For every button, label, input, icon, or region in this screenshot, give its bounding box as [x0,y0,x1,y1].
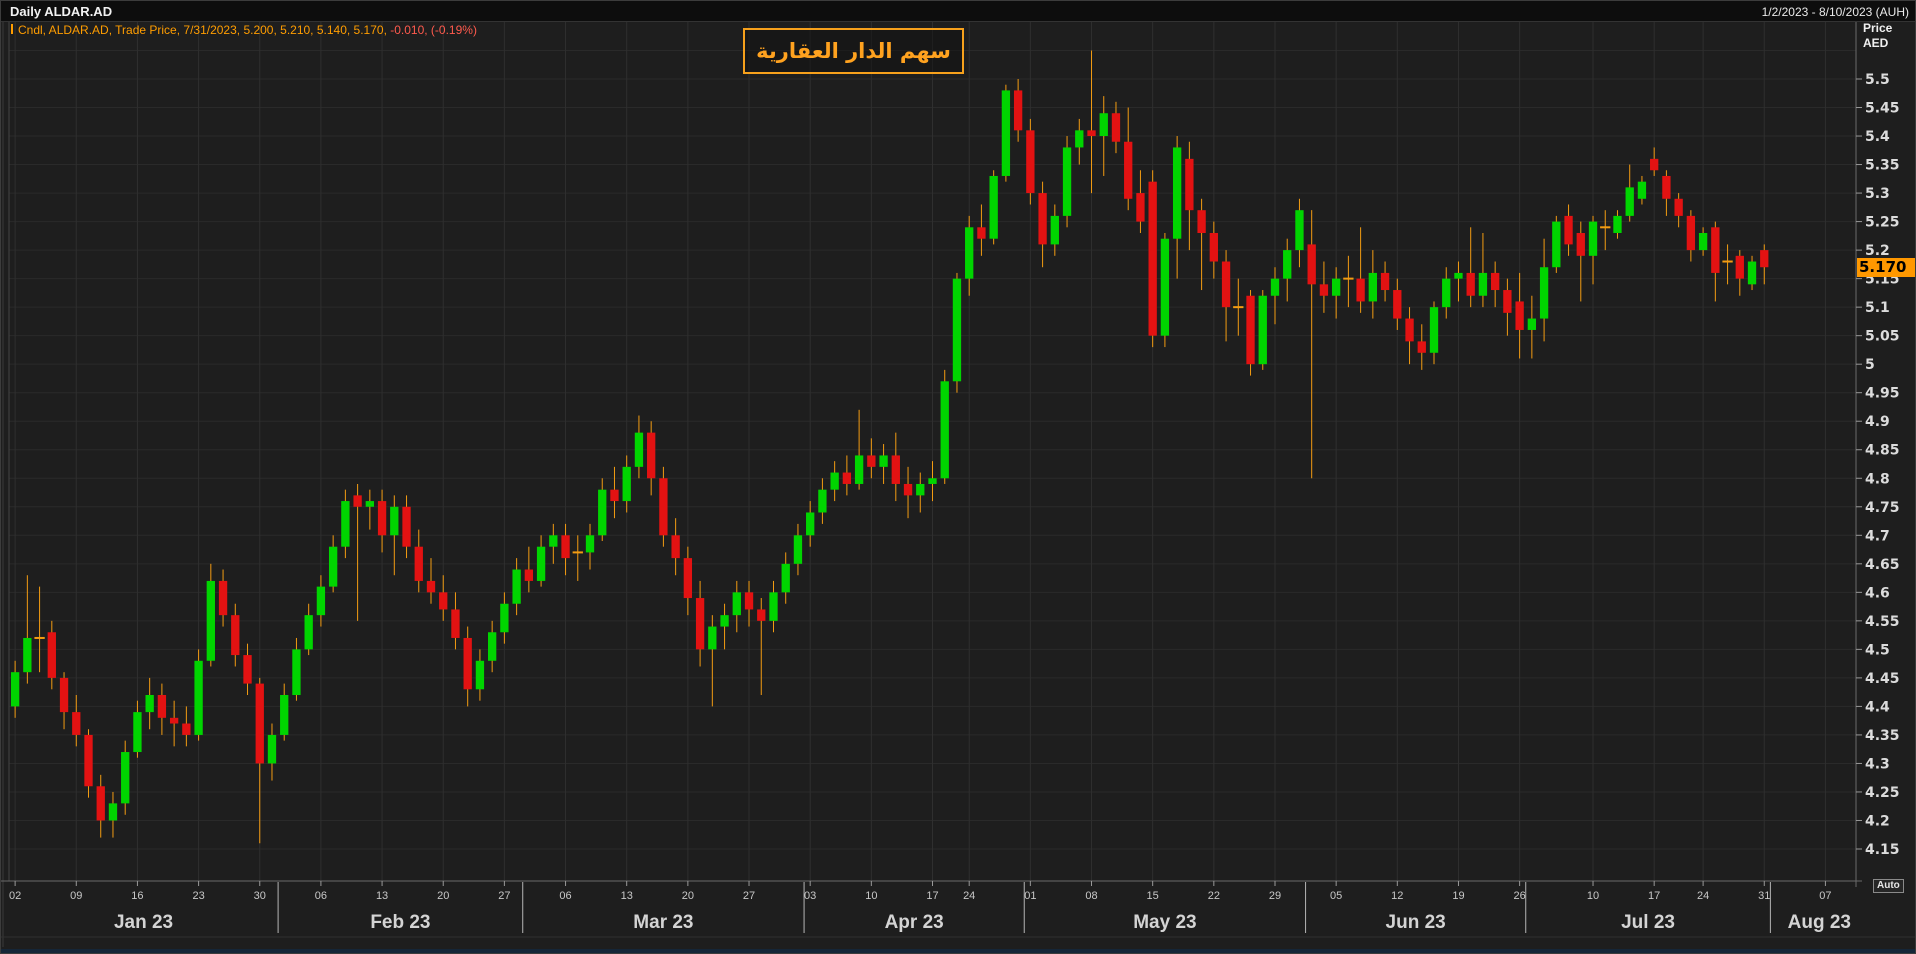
svg-text:5.25: 5.25 [1865,215,1900,231]
svg-text:Jul 23: Jul 23 [1621,912,1675,933]
svg-text:4.65: 4.65 [1865,557,1900,573]
svg-text:24: 24 [1697,890,1709,902]
svg-text:5.2: 5.2 [1865,243,1890,259]
svg-text:5.5: 5.5 [1865,72,1890,88]
svg-text:20: 20 [437,890,449,902]
annotation-text: سهم الدار العقارية [756,39,951,63]
svg-text:4.35: 4.35 [1865,728,1900,744]
svg-text:May 23: May 23 [1133,912,1196,933]
svg-text:12: 12 [1391,890,1403,902]
date-range-label: 1/2/2023 - 8/10/2023 (AUH) [1761,5,1909,19]
series-legend[interactable]: Cndl, ALDAR.AD, Trade Price, 7/31/2023, … [9,23,477,37]
svg-text:27: 27 [743,890,755,902]
svg-text:01: 01 [1024,890,1036,902]
svg-text:20: 20 [682,890,694,902]
title-bar: Daily ALDAR.AD 1/2/2023 - 8/10/2023 (AUH… [1,1,1915,22]
svg-text:29: 29 [1269,890,1281,902]
svg-text:10: 10 [865,890,877,902]
svg-text:17: 17 [1648,890,1660,902]
price-axis-header: Price AED [1863,21,1892,51]
svg-text:4.95: 4.95 [1865,386,1900,402]
svg-text:4.9: 4.9 [1865,414,1890,430]
annotation-box[interactable]: سهم الدار العقارية [743,28,964,74]
svg-text:5.35: 5.35 [1865,158,1900,174]
svg-text:02: 02 [9,890,21,902]
svg-text:10: 10 [1587,890,1599,902]
legend-series-text: Cndl, ALDAR.AD, Trade Price, 7/31/2023, … [18,23,387,37]
svg-text:17: 17 [926,890,938,902]
svg-text:4.8: 4.8 [1865,471,1890,487]
svg-text:Feb 23: Feb 23 [370,912,430,933]
svg-text:5.3: 5.3 [1865,186,1890,202]
svg-text:5.4: 5.4 [1865,129,1890,145]
svg-text:4.15: 4.15 [1865,842,1900,858]
svg-text:Aug 23: Aug 23 [1788,912,1851,933]
svg-text:4.85: 4.85 [1865,443,1900,459]
last-price-label[interactable]: 5.170 [1857,258,1915,277]
svg-text:Jun 23: Jun 23 [1386,912,1446,933]
svg-text:26: 26 [1514,890,1526,902]
legend-change-text: -0.010, (-0.19%) [386,23,477,37]
price-axis-currency: AED [1863,36,1889,50]
svg-text:4.45: 4.45 [1865,671,1900,687]
page-title: Daily ALDAR.AD [10,4,113,19]
svg-text:31: 31 [1758,890,1770,902]
price-axis-title: Price [1863,21,1893,35]
svg-text:4.5: 4.5 [1865,642,1890,658]
svg-text:4.6: 4.6 [1865,585,1890,601]
svg-text:05: 05 [1330,890,1342,902]
auto-scale-button[interactable]: Auto [1873,879,1904,893]
svg-text:19: 19 [1452,890,1464,902]
svg-text:16: 16 [131,890,143,902]
svg-text:5.1: 5.1 [1865,300,1890,316]
svg-text:07: 07 [1819,890,1831,902]
svg-text:4.75: 4.75 [1865,500,1900,516]
svg-text:5.05: 5.05 [1865,329,1900,345]
window-bottom-edge [1,949,1915,953]
svg-text:30: 30 [254,890,266,902]
svg-text:15: 15 [1147,890,1159,902]
legend-marker-icon [11,24,13,34]
svg-text:22: 22 [1208,890,1220,902]
svg-text:Mar 23: Mar 23 [633,912,693,933]
svg-text:09: 09 [70,890,82,902]
svg-text:13: 13 [376,890,388,902]
svg-text:5.45: 5.45 [1865,101,1900,117]
svg-text:06: 06 [315,890,327,902]
svg-text:23: 23 [192,890,204,902]
svg-text:4.25: 4.25 [1865,785,1900,801]
svg-text:24: 24 [963,890,975,902]
svg-text:06: 06 [559,890,571,902]
svg-text:08: 08 [1085,890,1097,902]
svg-text:4.4: 4.4 [1865,699,1890,715]
svg-text:03: 03 [804,890,816,902]
svg-text:4.3: 4.3 [1865,756,1890,772]
svg-text:Apr 23: Apr 23 [885,912,944,933]
svg-text:4.55: 4.55 [1865,614,1900,630]
svg-text:Jan 23: Jan 23 [114,912,173,933]
svg-text:13: 13 [621,890,633,902]
svg-text:4.2: 4.2 [1865,813,1890,829]
svg-text:5: 5 [1865,357,1875,373]
svg-text:27: 27 [498,890,510,902]
svg-text:4.7: 4.7 [1865,528,1890,544]
